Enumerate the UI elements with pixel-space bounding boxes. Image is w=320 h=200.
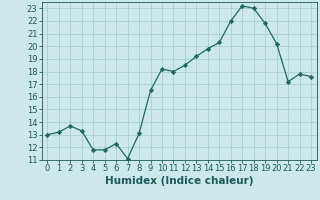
X-axis label: Humidex (Indice chaleur): Humidex (Indice chaleur) — [105, 176, 253, 186]
